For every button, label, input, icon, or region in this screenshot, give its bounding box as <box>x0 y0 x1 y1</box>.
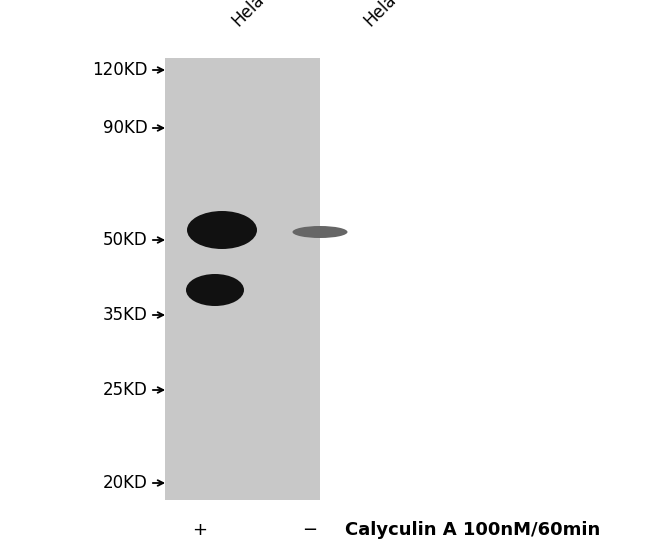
Text: 35KD: 35KD <box>103 306 148 324</box>
Text: 25KD: 25KD <box>103 381 148 399</box>
Text: 90KD: 90KD <box>103 119 148 137</box>
Text: Calyculin A 100nM/60min: Calyculin A 100nM/60min <box>345 521 600 539</box>
Text: +: + <box>192 521 207 539</box>
Text: 120KD: 120KD <box>92 61 148 79</box>
Text: Hela: Hela <box>228 0 267 30</box>
Text: Hela: Hela <box>360 0 399 30</box>
Text: −: − <box>302 521 318 539</box>
Ellipse shape <box>292 226 348 238</box>
Ellipse shape <box>186 274 244 306</box>
Text: 50KD: 50KD <box>103 231 148 249</box>
Ellipse shape <box>187 211 257 249</box>
Text: 20KD: 20KD <box>103 474 148 492</box>
Bar <box>165 58 320 500</box>
